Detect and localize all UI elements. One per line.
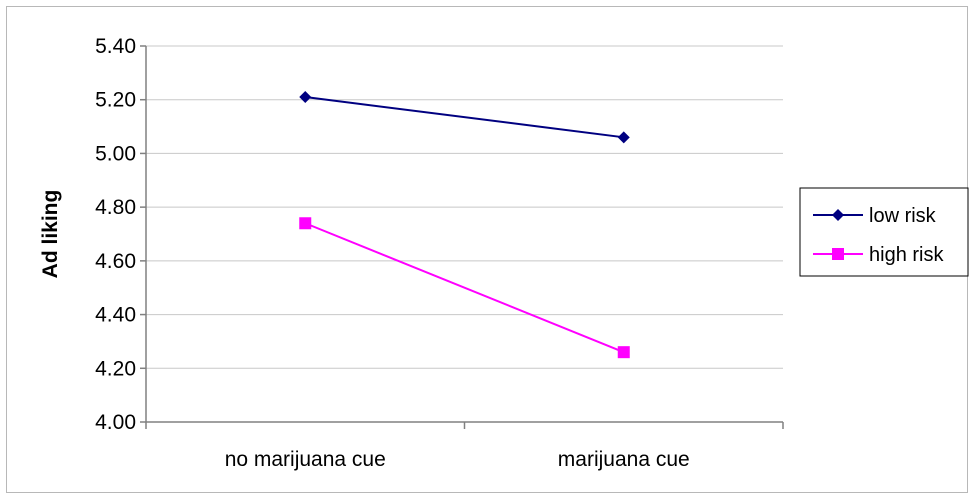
x-tick-label: no marijuana cue [225,448,386,471]
y-axis-title: Ad liking [39,190,62,279]
y-tick-label: 4.80 [95,196,136,219]
axes [140,45,784,429]
data-point [617,346,630,359]
y-tick-label: 4.60 [95,250,136,273]
legend-box [799,187,969,277]
legend-marker [832,248,844,260]
series-line [305,96,624,139]
data-point [617,131,630,144]
y-tick-labels: 4.00 4.20 4.40 4.60 4.80 5.00 5.20 5.40 [95,35,136,434]
y-tick-label: 5.20 [95,89,136,112]
legend-marker [832,209,844,221]
y-tick-label: 4.20 [95,357,136,380]
y-tick-label: 4.00 [95,411,136,434]
x-tick-label: marijuana cue [558,448,690,471]
y-tick-label: 4.40 [95,304,136,327]
legend: low risk high risk [799,187,969,277]
series-low-risk [299,91,630,144]
y-tick-label: 5.00 [95,142,136,165]
x-tick-labels: no marijuana cue marijuana cue [225,448,690,471]
legend-label: low risk [869,205,937,227]
y-tick-label: 5.40 [95,35,136,58]
legend-label: high risk [869,244,944,266]
data-point [299,217,312,230]
gridlines [146,45,783,369]
series-line [304,222,625,354]
series-high-risk [299,217,630,359]
data-point [299,91,312,104]
series-layer [299,91,630,359]
